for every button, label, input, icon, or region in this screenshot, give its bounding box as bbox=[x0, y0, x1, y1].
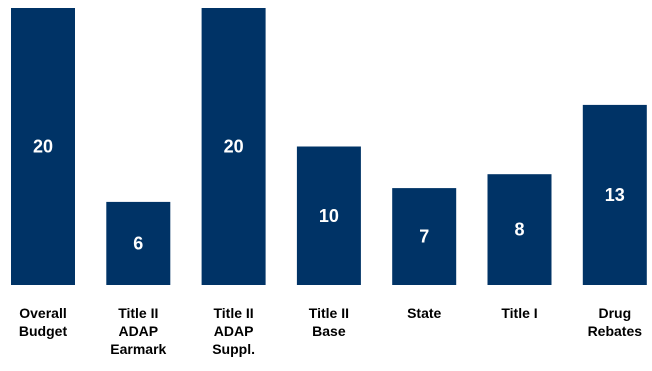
category-label: State bbox=[407, 305, 441, 321]
bar-group: 10 Title II Base bbox=[296, 146, 361, 339]
category-label: ADAP bbox=[214, 323, 254, 339]
bar-value-label: 10 bbox=[319, 206, 339, 226]
bar-value-label: 6 bbox=[133, 233, 143, 253]
category-label: Overall bbox=[19, 305, 66, 321]
bar bbox=[487, 174, 552, 285]
category-label: Base bbox=[312, 323, 346, 339]
bar-group: 8 Title I bbox=[487, 174, 552, 321]
bar-value-label: 20 bbox=[33, 137, 53, 157]
bar bbox=[11, 8, 75, 285]
bar bbox=[582, 104, 647, 286]
category-label: Earmark bbox=[110, 341, 166, 357]
category-label: Title II bbox=[213, 305, 253, 321]
bar-group: 13 Drug Rebates bbox=[582, 104, 647, 339]
bar bbox=[106, 201, 171, 285]
bar bbox=[296, 146, 361, 285]
bar bbox=[392, 188, 457, 285]
bar-group: 7 State bbox=[392, 188, 457, 321]
bar-value-label: 13 bbox=[605, 185, 625, 205]
category-label: Drug bbox=[598, 305, 631, 321]
category-label: ADAP bbox=[118, 323, 158, 339]
bar-group: 6 Title II ADAP Earmark bbox=[106, 201, 171, 357]
category-label: Suppl. bbox=[212, 341, 255, 357]
bar bbox=[201, 8, 266, 285]
bar-group: 20 Title II ADAP Suppl. bbox=[201, 8, 266, 357]
bar-value-label: 7 bbox=[419, 227, 429, 247]
bar-group: 20 Overall Budget bbox=[11, 8, 75, 339]
category-label: Budget bbox=[19, 323, 68, 339]
bar-value-label: 8 bbox=[514, 220, 524, 240]
category-label: Title I bbox=[501, 305, 537, 321]
category-label: Title II bbox=[309, 305, 349, 321]
bar-value-label: 20 bbox=[224, 137, 244, 157]
category-label: Rebates bbox=[588, 323, 643, 339]
category-label: Title II bbox=[118, 305, 158, 321]
